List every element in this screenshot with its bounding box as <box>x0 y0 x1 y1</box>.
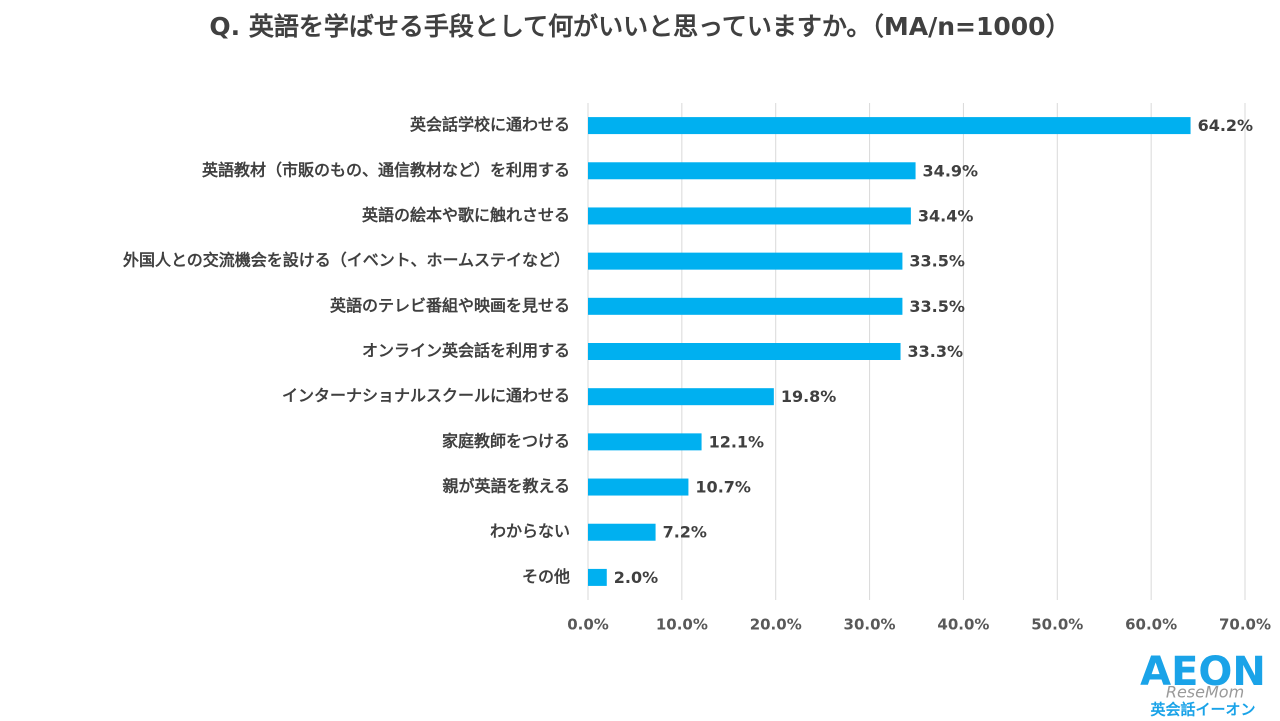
category-label: オンライン英会話を利用する <box>362 341 570 360</box>
watermark: ReseMom <box>1166 683 1244 702</box>
bar <box>588 388 774 406</box>
chart-title: Q. 英語を学ばせる手段として何がいいと思っていますか。（MA/n=1000） <box>209 12 1070 41</box>
value-label: 34.4% <box>918 206 974 225</box>
x-tick-label: 50.0% <box>1031 616 1083 634</box>
x-tick-label: 70.0% <box>1219 616 1271 634</box>
x-tick-label: 60.0% <box>1125 616 1177 634</box>
category-label: わからない <box>490 522 570 541</box>
x-tick-label: 30.0% <box>844 616 896 634</box>
bar <box>588 297 903 315</box>
value-label: 33.3% <box>908 342 964 361</box>
value-label: 64.2% <box>1198 116 1254 135</box>
value-label: 2.0% <box>614 568 658 587</box>
category-label: 英語の絵本や歌に触れさせる <box>361 205 570 224</box>
category-label: その他 <box>522 567 570 586</box>
category-label: 英語のテレビ番組や映画を見せる <box>329 296 570 315</box>
value-label: 33.5% <box>909 297 965 316</box>
value-label: 34.9% <box>923 161 979 180</box>
category-label: 外国人との交流機会を設ける（イベント、ホームステイなど） <box>122 251 570 270</box>
category-label: 親が英語を教える <box>442 477 570 496</box>
logo-brand: AEON <box>1140 649 1266 695</box>
x-tick-label: 0.0% <box>567 616 609 634</box>
category-label: 家庭教師をつける <box>442 431 570 450</box>
bar <box>588 478 689 496</box>
value-label: 19.8% <box>781 387 837 406</box>
bar <box>588 433 702 451</box>
x-tick-label: 20.0% <box>750 616 802 634</box>
bar <box>588 162 916 180</box>
logo-subtitle: 英会話イーオン <box>1150 701 1255 719</box>
bar <box>588 523 656 541</box>
x-tick-label: 40.0% <box>937 616 989 634</box>
value-label: 7.2% <box>663 523 707 542</box>
value-label: 33.5% <box>909 252 965 271</box>
bar <box>588 343 901 360</box>
value-label: 10.7% <box>695 478 751 497</box>
bar <box>588 252 903 270</box>
category-label: 英語教材（市販のもの、通信教材など）を利用する <box>201 160 570 179</box>
x-tick-label: 10.0% <box>656 616 708 634</box>
bar <box>588 117 1191 135</box>
bar <box>588 568 607 586</box>
category-label: インターナショナルスクールに通わせる <box>282 386 570 405</box>
category-label: 英会話学校に通わせる <box>409 115 570 134</box>
bar <box>588 207 911 225</box>
value-label: 12.1% <box>709 432 765 451</box>
